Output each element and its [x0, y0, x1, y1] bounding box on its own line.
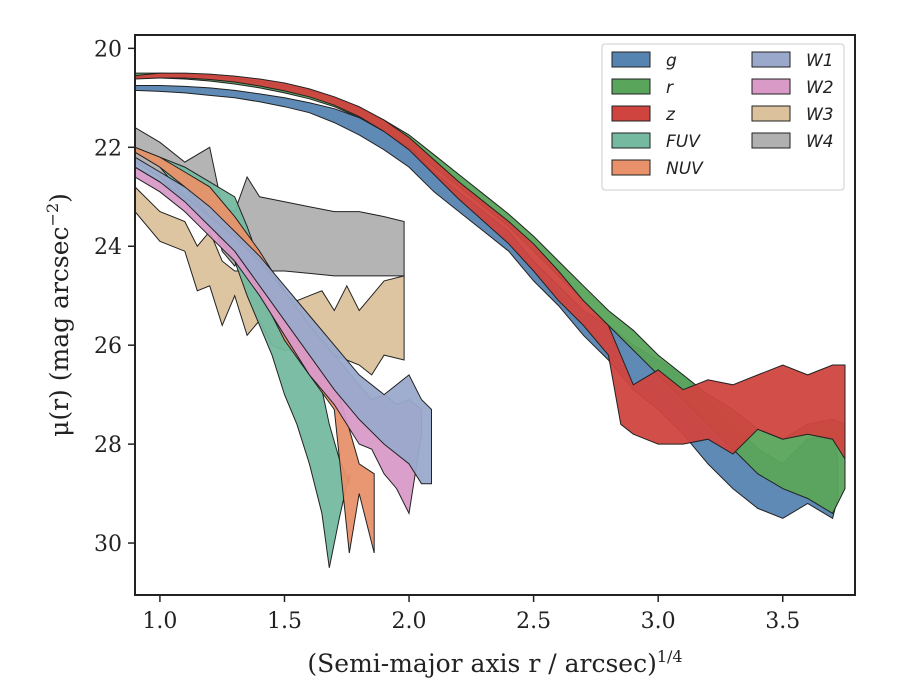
- x-tick-label: 2.5: [516, 609, 551, 634]
- y-tick-label: 30: [94, 532, 122, 557]
- legend-swatch-z: [611, 105, 651, 122]
- legend-label-r: r: [666, 78, 674, 98]
- surface-brightness-bands: [135, 72, 846, 568]
- legend-label-w3: W3: [806, 105, 834, 125]
- legend-swatch-r: [611, 78, 651, 95]
- legend-swatch-w2: [751, 78, 791, 95]
- legend-swatch-w4: [751, 132, 791, 149]
- y-tick-label: 26: [94, 334, 122, 359]
- y-tick-label: 24: [94, 235, 122, 260]
- x-tick-label: 2.0: [392, 609, 427, 634]
- legend-swatch-g: [611, 51, 651, 68]
- legend-label-nuv: NUV: [666, 159, 704, 179]
- legend: grz FUV NUV W1 W2 W3 W4: [601, 43, 845, 191]
- legend-swatch-w1: [751, 51, 791, 68]
- y-axis-label: μ(r) (mag arcsec−2): [43, 193, 74, 437]
- legend-swatch-nuv: [611, 159, 651, 176]
- y-axis-label-superscript: −2: [43, 203, 62, 227]
- y-tick-label: 28: [94, 433, 122, 458]
- legend-label-w4: W4: [806, 132, 834, 152]
- legend-label-fuv: FUV: [666, 132, 701, 152]
- x-axis-label: (Semi-major axis r / arcsec)1/4: [307, 647, 682, 678]
- plot-frame: [134, 34, 856, 596]
- x-tick-label: 1.5: [267, 609, 302, 634]
- x-axis-label-superscript: 1/4: [657, 647, 683, 666]
- legend-label-g: g: [666, 51, 677, 71]
- band-w1: [135, 156, 432, 485]
- x-tick-label: 1.0: [142, 609, 177, 634]
- legend-swatch-w3: [751, 105, 791, 122]
- x-tick-label: 3.0: [641, 609, 676, 634]
- legend-label-w1: W1: [806, 51, 834, 71]
- legend-swatch-fuv: [611, 132, 651, 149]
- x-tick-label: 3.5: [765, 609, 800, 634]
- x-axis-ticks: 1.0 1.5 2.0 2.5 3.0 3.5: [142, 595, 800, 634]
- y-axis-ticks: 20 22 24 26 28 30: [94, 37, 135, 557]
- y-tick-label: 22: [94, 136, 122, 161]
- band-z: [135, 72, 846, 461]
- y-tick-label: 20: [94, 37, 122, 62]
- legend-label-w2: W2: [806, 78, 834, 98]
- legend-label-z: z: [665, 105, 676, 125]
